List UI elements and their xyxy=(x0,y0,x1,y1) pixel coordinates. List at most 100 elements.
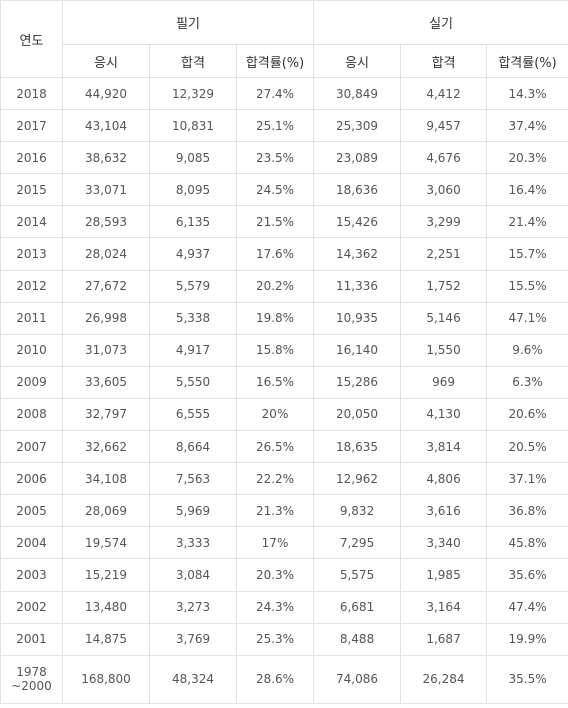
year-cell: 2015 xyxy=(0,173,63,207)
value-cell: 969 xyxy=(400,365,488,399)
value-cell: 28,024 xyxy=(62,237,150,271)
year-cell: 2003 xyxy=(0,558,63,592)
value-cell: 5,338 xyxy=(149,301,237,335)
year-cell: 2007 xyxy=(0,430,63,464)
year-cell: 2013 xyxy=(0,237,63,271)
year-cell: 2004 xyxy=(0,526,63,560)
value-cell: 21.3% xyxy=(235,494,315,528)
value-cell: 1,687 xyxy=(400,622,488,656)
value-cell: 4,412 xyxy=(400,76,488,111)
value-cell: 37.4% xyxy=(486,109,568,143)
value-cell: 12,329 xyxy=(149,76,237,111)
subheader-row: 응시 합격 합격률(%) 응시 합격 합격률(%) xyxy=(1,44,568,78)
year-cell: 2008 xyxy=(0,397,63,432)
value-cell: 16.5% xyxy=(235,365,315,399)
value-cell: 1,752 xyxy=(400,269,488,303)
data-row: 2007 32,662 8,664 26.5% 18,635 3,814 20.5% xyxy=(0,430,568,464)
value-cell: 14,362 xyxy=(313,237,402,271)
value-cell: 3,299 xyxy=(400,205,488,239)
value-cell: 20.6% xyxy=(486,397,568,432)
value-cell: 45.8% xyxy=(486,526,568,560)
value-cell: 11,336 xyxy=(313,269,402,303)
data-row: 2013 28,024 4,937 17.6% 14,362 2,251 15.7% xyxy=(0,237,568,271)
value-cell: 15,426 xyxy=(313,205,402,239)
header-row: 연도 필기 실기 xyxy=(0,0,568,78)
value-cell: 8,664 xyxy=(149,430,237,464)
value-cell: 9.6% xyxy=(486,333,568,367)
value-cell: 34,108 xyxy=(62,462,150,496)
value-cell: 10,831 xyxy=(149,109,237,143)
value-cell: 23,089 xyxy=(313,141,402,175)
value-cell: 24.3% xyxy=(235,590,315,624)
value-cell: 19,574 xyxy=(62,526,150,560)
value-cell: 4,917 xyxy=(149,333,237,367)
value-cell: 3,084 xyxy=(149,558,237,592)
year-cell: 1978 ~2000 xyxy=(0,654,63,704)
data-row: 2008 32,797 6,555 20% 20,050 4,130 20.6% xyxy=(0,397,568,432)
value-cell: 35.6% xyxy=(486,558,568,592)
data-row: 2014 28,593 6,135 21.5% 15,426 3,299 21.4% xyxy=(0,205,568,239)
group-header: 필기 xyxy=(61,0,315,45)
value-cell: 10,935 xyxy=(313,301,402,335)
value-cell: 22.2% xyxy=(235,462,315,496)
table-head: 연도 필기 실기 응시 합격 합격률(%) 응시 합격 합격률(%) xyxy=(0,0,568,78)
value-cell: 17% xyxy=(235,526,315,560)
value-cell: 27,672 xyxy=(62,269,150,303)
value-cell: 15,286 xyxy=(313,365,402,399)
value-cell: 14.3% xyxy=(486,76,568,111)
data-row: 2012 27,672 5,579 20.2% 11,336 1,752 15.5% xyxy=(0,269,568,303)
data-row: 2018 44,920 12,329 27.4% 30,849 4,412 14.3% xyxy=(0,76,568,111)
year-cell: 2016 xyxy=(0,141,63,175)
value-cell: 1,985 xyxy=(400,558,488,592)
value-cell: 5,146 xyxy=(400,301,488,335)
year-cell: 2014 xyxy=(0,205,63,239)
value-cell: 20.3% xyxy=(486,141,568,175)
subheader: 응시 xyxy=(62,44,150,78)
value-cell: 23.5% xyxy=(235,141,315,175)
data-row: 2002 13,480 3,273 24.3% 6,681 3,164 47.4% xyxy=(0,590,568,624)
value-cell: 7,295 xyxy=(313,526,402,560)
value-cell: 3,814 xyxy=(400,430,488,464)
value-cell: 4,676 xyxy=(400,141,488,175)
value-cell: 6,135 xyxy=(149,205,237,239)
value-cell: 3,340 xyxy=(400,526,488,560)
value-cell: 21.5% xyxy=(235,205,315,239)
value-cell: 26,998 xyxy=(62,301,150,335)
subheader: 합격 xyxy=(149,44,237,78)
value-cell: 16.4% xyxy=(486,173,568,207)
year-cell: 2009 xyxy=(0,365,63,399)
value-cell: 13,480 xyxy=(62,590,150,624)
year-cell: 2006 xyxy=(0,462,63,496)
value-cell: 15.5% xyxy=(486,269,568,303)
value-cell: 5,579 xyxy=(149,269,237,303)
value-cell: 2,251 xyxy=(400,237,488,271)
value-cell: 3,769 xyxy=(149,622,237,656)
year-cell: 2017 xyxy=(0,109,63,143)
value-cell: 4,937 xyxy=(149,237,237,271)
value-cell: 28,593 xyxy=(62,205,150,239)
value-cell: 9,085 xyxy=(149,141,237,175)
value-cell: 24.5% xyxy=(235,173,315,207)
data-row: 2010 31,073 4,917 15.8% 16,140 1,550 9.6% xyxy=(0,333,568,367)
year-cell: 2005 xyxy=(0,494,63,528)
data-row: 2016 38,632 9,085 23.5% 23,089 4,676 20.3% xyxy=(0,141,568,175)
value-cell: 25.1% xyxy=(235,109,315,143)
value-cell: 47.4% xyxy=(486,590,568,624)
table-body: 2018 44,920 12,329 27.4% 30,849 4,412 14.3% 201… xyxy=(0,76,568,704)
value-cell: 1,550 xyxy=(400,333,488,367)
value-cell: 7,563 xyxy=(149,462,237,496)
value-cell: 3,164 xyxy=(400,590,488,624)
value-cell: 14,875 xyxy=(62,622,150,656)
value-cell: 3,616 xyxy=(400,494,488,528)
data-row: 2001 14,875 3,769 25.3% 8,488 1,687 19.9% xyxy=(0,622,568,656)
value-cell: 48,324 xyxy=(149,654,237,704)
data-row: 2004 19,574 3,333 17% 7,295 3,340 45.8% xyxy=(0,526,568,560)
value-cell: 25.3% xyxy=(235,622,315,656)
value-cell: 9,832 xyxy=(313,494,402,528)
value-cell: 16,140 xyxy=(313,333,402,367)
value-cell: 15.7% xyxy=(486,237,568,271)
data-row: 2009 33,605 5,550 16.5% 15,286 969 6.3% xyxy=(0,365,568,399)
value-cell: 19.9% xyxy=(486,622,568,656)
